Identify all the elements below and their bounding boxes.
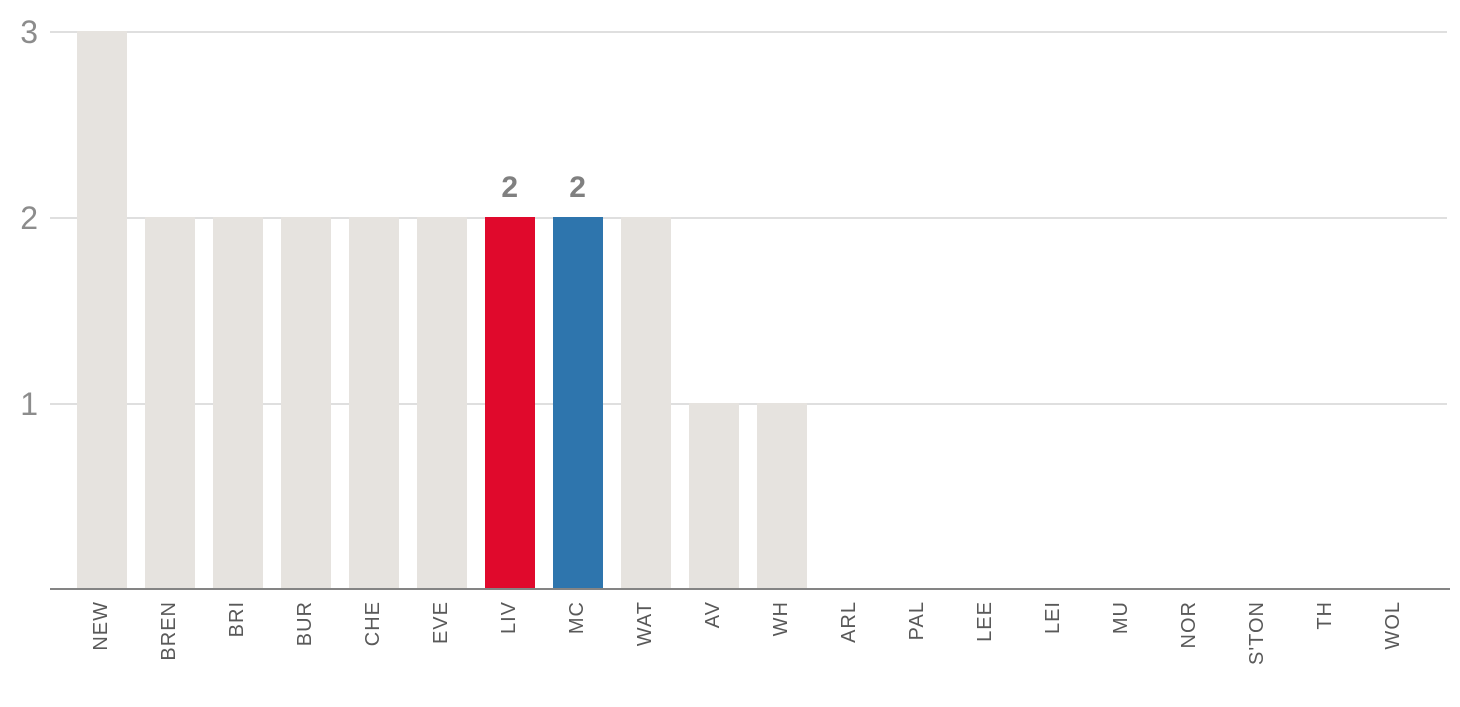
x-tick-LIV: LIV xyxy=(476,601,544,665)
data-label-LIV: 2 xyxy=(501,171,519,204)
x-tick-label-LEI: LEI xyxy=(1041,601,1064,635)
bar-slot-PAL xyxy=(883,31,951,589)
bar-BRI[interactable] xyxy=(212,217,263,589)
bar-WAT[interactable] xyxy=(620,217,671,589)
y-tick-label-3: 3 xyxy=(20,14,38,50)
y-tick-label-1: 1 xyxy=(20,386,38,422)
bar-slot-WOL xyxy=(1359,31,1427,589)
x-tick-label-MC: MC xyxy=(566,601,589,635)
y-tick-label-2: 2 xyxy=(20,200,38,236)
gridline-3 xyxy=(50,31,1447,33)
bar-AV[interactable] xyxy=(688,403,739,589)
x-tick-label-EVE: EVE xyxy=(430,601,453,645)
bar-LIV[interactable] xyxy=(484,217,535,589)
bar-slot-ARL xyxy=(815,31,883,589)
bar-slot-WAT xyxy=(612,31,680,589)
bar-slot-MC: 2 xyxy=(544,31,612,589)
gridline-2 xyxy=(50,217,1447,219)
x-tick-label-WOL: WOL xyxy=(1381,601,1404,650)
x-tick-BREN: BREN xyxy=(136,601,204,665)
bar-slot-NOR xyxy=(1155,31,1223,589)
bar-slot-BUR xyxy=(272,31,340,589)
x-tick-label-AV: AV xyxy=(702,601,725,629)
bar-BUR[interactable] xyxy=(280,217,331,589)
x-tick-label-LIV: LIV xyxy=(498,601,521,635)
bar-slot-CHE xyxy=(340,31,408,589)
x-tick-LEE: LEE xyxy=(951,601,1019,665)
bar-slot-TH xyxy=(1291,31,1359,589)
bar-CHE[interactable] xyxy=(348,217,399,589)
x-tick-NEW: NEW xyxy=(68,601,136,665)
bar-slot-BRI xyxy=(204,31,272,589)
x-tick-label-PAL: PAL xyxy=(905,601,928,641)
x-tick-BUR: BUR xyxy=(272,601,340,665)
bar-WH[interactable] xyxy=(756,403,807,589)
x-tick-label-TH: TH xyxy=(1313,601,1336,630)
bar-MC[interactable] xyxy=(552,217,603,589)
bar-slot-WH xyxy=(748,31,816,589)
x-tick-WAT: WAT xyxy=(612,601,680,665)
x-tick-LEI: LEI xyxy=(1019,601,1087,665)
x-tick-BRI: BRI xyxy=(204,601,272,665)
x-tick-label-NOR: NOR xyxy=(1177,601,1200,649)
x-axis: NEW BREN BRI BUR CHE EVE LIV MC WAT AV WH ARL PAL LEE… xyxy=(68,601,1427,665)
data-label-MC: 2 xyxy=(569,171,586,204)
bar-NEW[interactable] xyxy=(76,31,127,589)
x-tick-MC: MC xyxy=(544,601,612,665)
bar-slot-LIV: 2 xyxy=(476,31,544,589)
bar-BREN[interactable] xyxy=(144,217,195,589)
x-axis-line xyxy=(50,588,1450,590)
x-tick-label-S'TON: S'TON xyxy=(1245,601,1268,666)
x-tick-S'TON: S'TON xyxy=(1223,601,1291,665)
x-tick-label-BUR: BUR xyxy=(294,601,317,647)
x-tick-label-ARL: ARL xyxy=(837,601,860,643)
gridline-1 xyxy=(50,403,1447,405)
x-tick-WOL: WOL xyxy=(1359,601,1427,665)
x-tick-label-MU: MU xyxy=(1109,601,1132,635)
x-tick-label-WAT: WAT xyxy=(634,601,657,647)
x-tick-MU: MU xyxy=(1087,601,1155,665)
x-tick-label-NEW: NEW xyxy=(90,601,113,651)
bar-slot-NEW xyxy=(68,31,136,589)
x-tick-label-LEE: LEE xyxy=(973,601,996,642)
bar-slot-EVE xyxy=(408,31,476,589)
bar-slot-AV xyxy=(680,31,748,589)
bar-slot-BREN xyxy=(136,31,204,589)
bar-slot-S'TON xyxy=(1223,31,1291,589)
x-tick-label-BRI: BRI xyxy=(226,601,249,638)
x-tick-PAL: PAL xyxy=(883,601,951,665)
bar-slot-LEI xyxy=(1019,31,1087,589)
x-tick-label-WH: WH xyxy=(770,601,792,637)
x-tick-ARL: ARL xyxy=(815,601,883,665)
x-tick-EVE: EVE xyxy=(408,601,476,665)
x-tick-label-CHE: CHE xyxy=(362,601,385,647)
x-tick-CHE: CHE xyxy=(340,601,408,665)
bar-slot-LEE xyxy=(951,31,1019,589)
x-tick-label-BREN: BREN xyxy=(158,601,181,661)
x-tick-TH: TH xyxy=(1291,601,1359,665)
x-tick-NOR: NOR xyxy=(1155,601,1223,665)
bar-EVE[interactable] xyxy=(416,217,467,589)
bar-slot-MU xyxy=(1087,31,1155,589)
x-tick-WH: WH xyxy=(748,601,816,665)
x-tick-AV: AV xyxy=(680,601,748,665)
